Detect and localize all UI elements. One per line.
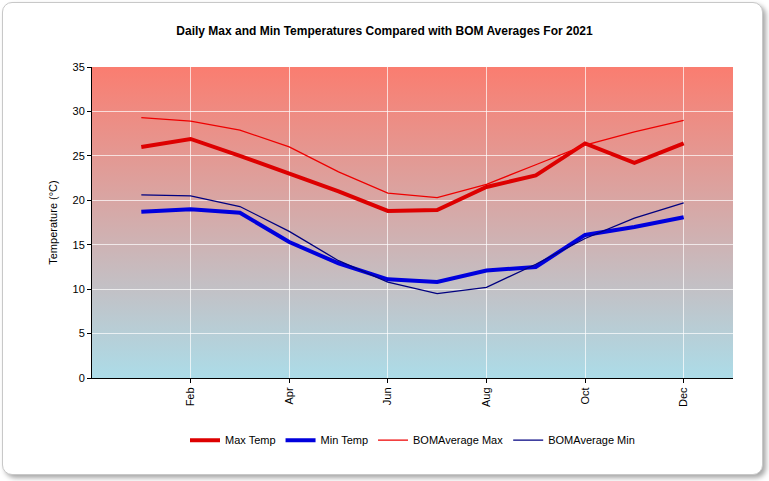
- svg-text:20: 20: [73, 194, 85, 206]
- svg-text:Dec: Dec: [677, 387, 689, 407]
- svg-text:15: 15: [73, 239, 85, 251]
- svg-text:30: 30: [73, 105, 85, 117]
- svg-text:5: 5: [79, 327, 85, 339]
- svg-text:Aug: Aug: [480, 387, 492, 407]
- svg-text:Apr: Apr: [283, 387, 295, 404]
- svg-text:25: 25: [73, 150, 85, 162]
- svg-text:BOMAverage Min: BOMAverage Min: [548, 434, 635, 446]
- svg-text:Temperature (°C): Temperature (°C): [47, 180, 59, 264]
- svg-text:Max Temp: Max Temp: [225, 434, 276, 446]
- svg-text:BOMAverage Max: BOMAverage Max: [413, 434, 503, 446]
- svg-text:Oct: Oct: [579, 387, 591, 404]
- svg-text:Jun: Jun: [381, 387, 393, 405]
- svg-text:35: 35: [73, 61, 85, 73]
- svg-text:0: 0: [79, 372, 85, 384]
- svg-text:Daily Max and Min Temperatures: Daily Max and Min Temperatures Compared …: [176, 24, 593, 38]
- svg-text:10: 10: [73, 283, 85, 295]
- svg-text:Min Temp: Min Temp: [321, 434, 368, 446]
- svg-text:Feb: Feb: [184, 387, 196, 406]
